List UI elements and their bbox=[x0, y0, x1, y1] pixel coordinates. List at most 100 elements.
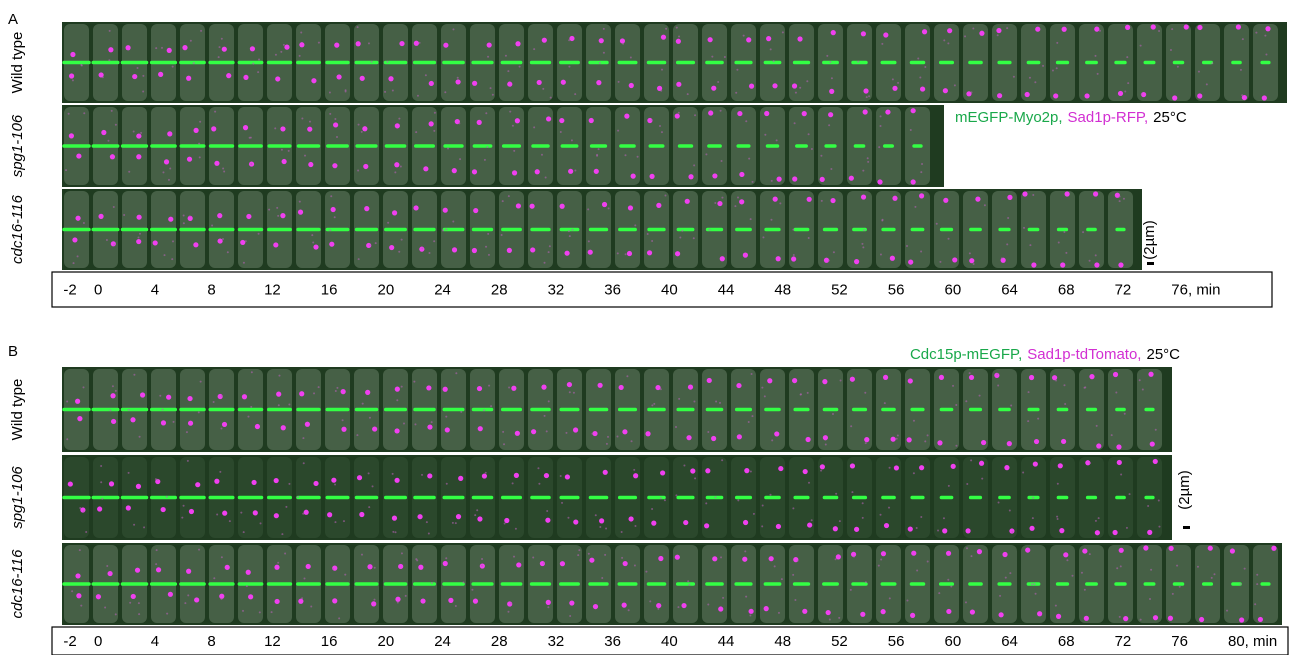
spindle-pole-body bbox=[331, 477, 337, 483]
spindle-pole-body bbox=[394, 386, 400, 392]
speckle bbox=[80, 64, 83, 67]
spindle-pole-body bbox=[194, 597, 200, 603]
spindle-pole-body bbox=[649, 173, 655, 179]
speckle bbox=[198, 548, 201, 551]
speckle bbox=[100, 481, 103, 484]
speckle bbox=[693, 164, 696, 167]
spindle-pole-body bbox=[543, 472, 550, 479]
spindle-pole-body bbox=[805, 436, 811, 443]
speckle bbox=[400, 238, 403, 241]
speckle bbox=[1004, 576, 1007, 579]
spindle-pole-body bbox=[864, 437, 870, 443]
speckle bbox=[862, 246, 865, 249]
speckle bbox=[1031, 583, 1034, 586]
spindle-pole-body bbox=[336, 74, 342, 80]
speckle bbox=[112, 205, 115, 208]
speckle bbox=[329, 229, 332, 232]
speckle bbox=[311, 234, 314, 237]
spindle-pole-body bbox=[746, 37, 752, 43]
speckle bbox=[421, 247, 424, 250]
spindle-pole-body bbox=[545, 517, 551, 523]
speckle bbox=[1124, 90, 1127, 93]
speckle bbox=[915, 527, 918, 530]
spindle-pole-body bbox=[356, 475, 363, 481]
speckle bbox=[427, 532, 430, 535]
spindle-pole-body bbox=[541, 384, 547, 390]
speckle bbox=[924, 66, 927, 69]
speckle bbox=[1265, 53, 1268, 56]
spindle-pole-body bbox=[819, 464, 825, 470]
spindle-pole-body bbox=[280, 126, 286, 132]
speckle bbox=[133, 523, 136, 526]
spindle-pole-body bbox=[477, 426, 483, 432]
spindle-pole-body bbox=[822, 379, 828, 385]
speckle bbox=[839, 379, 842, 382]
speckle bbox=[481, 557, 484, 560]
spindle-pole-body bbox=[241, 394, 248, 400]
speckle bbox=[561, 501, 564, 504]
speckle bbox=[568, 39, 571, 42]
speckle bbox=[865, 96, 868, 99]
spindle-pole-body bbox=[471, 169, 478, 175]
spindle-pole-body bbox=[273, 477, 279, 484]
time-label: 8 bbox=[207, 633, 215, 650]
spindle-pole-body bbox=[307, 126, 313, 132]
speckle bbox=[835, 492, 838, 495]
spindle-pole-body bbox=[1147, 529, 1153, 535]
spindle-pole-body bbox=[832, 526, 838, 532]
spindle-pole-body bbox=[1083, 615, 1089, 621]
spindle-pole-body bbox=[1141, 91, 1147, 98]
speckle bbox=[274, 53, 277, 56]
speckle bbox=[300, 31, 303, 34]
speckle bbox=[852, 555, 855, 558]
speckle bbox=[317, 41, 320, 44]
speckle bbox=[714, 201, 717, 204]
speckle bbox=[1148, 597, 1151, 600]
spindle-pole-body bbox=[507, 81, 513, 87]
spindle-pole-body bbox=[1092, 191, 1099, 197]
speckle bbox=[123, 214, 126, 217]
speckle bbox=[1055, 379, 1058, 382]
spindle-pole-body bbox=[658, 555, 664, 562]
speckle bbox=[1023, 226, 1026, 229]
spindle-pole-body bbox=[622, 429, 628, 435]
speckle bbox=[966, 547, 969, 550]
spindle-pole-body bbox=[1271, 545, 1277, 551]
speckle bbox=[834, 558, 837, 561]
speckle bbox=[879, 115, 882, 118]
speckle bbox=[386, 60, 389, 63]
spindle-pole-body bbox=[515, 203, 522, 209]
speckle bbox=[513, 555, 516, 558]
speckle bbox=[708, 228, 711, 231]
spindle-pole-body bbox=[772, 196, 778, 202]
speckle bbox=[1239, 68, 1242, 71]
speckle bbox=[1176, 65, 1179, 68]
spindle-pole-body bbox=[423, 166, 429, 172]
speckle bbox=[658, 124, 661, 127]
speckle bbox=[181, 516, 184, 519]
spindle-pole-body bbox=[1060, 438, 1067, 445]
speckle bbox=[80, 604, 83, 607]
spindle-pole-body bbox=[739, 171, 745, 178]
speckle bbox=[777, 611, 780, 614]
speckle bbox=[828, 124, 831, 127]
spindle-pole-body bbox=[996, 27, 1002, 34]
spindle-pole-body bbox=[918, 193, 925, 199]
speckle bbox=[538, 482, 541, 485]
speckle bbox=[312, 241, 315, 244]
speckle bbox=[184, 602, 187, 605]
speckle bbox=[792, 228, 795, 231]
spindle-pole-body bbox=[646, 250, 653, 256]
spindle-pole-body bbox=[76, 593, 82, 599]
speckle bbox=[387, 221, 390, 224]
speckle bbox=[920, 515, 923, 518]
speckle bbox=[1056, 482, 1059, 485]
spindle-pole-body bbox=[877, 179, 883, 185]
spindle-pole-body bbox=[428, 121, 434, 127]
speckle bbox=[568, 65, 571, 68]
spindle-pole-body bbox=[534, 169, 540, 175]
speckle bbox=[533, 48, 536, 51]
spindle-pole-body bbox=[371, 601, 377, 607]
speckle bbox=[634, 224, 637, 227]
